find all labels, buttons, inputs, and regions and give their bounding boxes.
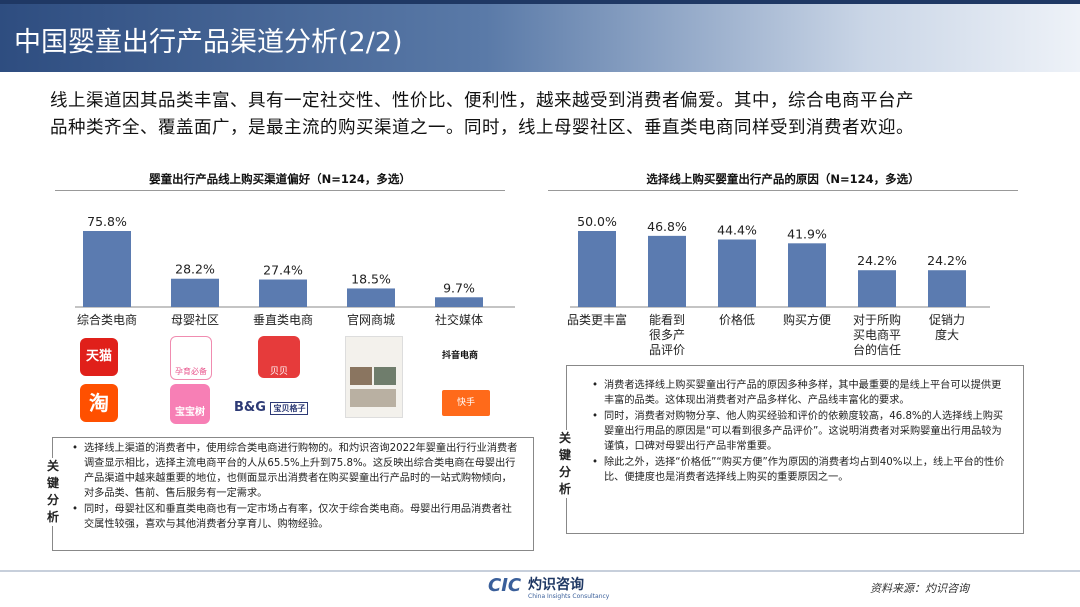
bar: [928, 270, 966, 307]
bar: [171, 278, 219, 307]
category-label: 官网商城: [347, 312, 395, 327]
bar: [718, 239, 756, 307]
right-analysis-bullets: 消费者选择线上购买婴童出行产品的原因多种多样，其中最重要的是线上平台可以提供更丰…: [592, 378, 1010, 486]
title-bar: 中国婴童出行产品渠道分析(2/2): [0, 0, 1080, 72]
chart1-title: 婴童出行产品线上购买渠道偏好（N=124，多选）: [149, 172, 411, 186]
right-bullet-3: 除此之外，选择“价格低”“购买方便”作为原因的消费者均占到40%以上，线上平台的…: [592, 455, 1010, 485]
data-label: 24.2%: [857, 253, 897, 268]
category-label: 垂直类电商: [253, 312, 313, 327]
beibei-logo: 宝宝树: [170, 384, 210, 424]
intro-line-1: 线上渠道因其品类丰富、具有一定社交性、性价比、便利性，越来越受到消费者偏爱。其中…: [50, 91, 914, 111]
category-label: 综合类电商: [77, 312, 137, 327]
mia-logo: 贝贝: [258, 336, 300, 378]
title-top-rule: [0, 0, 1080, 4]
data-label: 44.4%: [717, 223, 757, 238]
bar: [858, 270, 896, 307]
official-site-screenshot: [345, 336, 403, 418]
left-analysis-bullets: 选择线上渠道的消费者中，使用综合类电商进行购物的。和灼识咨询2022年婴童出行行…: [72, 441, 522, 533]
category-label: 购买方便: [783, 312, 831, 327]
data-label: 41.9%: [787, 226, 827, 241]
screenshot-photo-1: [350, 367, 372, 385]
taobao-logo: 淘: [80, 384, 118, 422]
babytree-logo: 孕育必备: [170, 336, 212, 380]
chart2-title-rule: [548, 190, 1018, 191]
chart1-svg: 75.8% 综合类电商 28.2% 母婴社区 27.4% 垂直类电商 18.5% 官网商城 9.…: [75, 214, 515, 327]
tmall-logo: 天猫: [80, 338, 118, 376]
intro-line-2: 品种类齐全、覆盖面广，是最主流的购买渠道之一。同时，线上母婴社区、垂直类电商同样…: [50, 118, 914, 138]
category-label: 买电商平: [853, 327, 901, 342]
category-label: 母婴社区: [171, 312, 219, 327]
left-bullet-1: 选择线上渠道的消费者中，使用综合类电商进行购物的。和灼识咨询2022年婴童出行行…: [72, 441, 522, 501]
bar: [578, 231, 616, 307]
data-label: 75.8%: [87, 214, 127, 229]
category-label: 能看到: [649, 313, 685, 327]
category-label: 对于所购: [853, 312, 901, 327]
bar: [435, 297, 483, 307]
cic-logo-mark: CIC: [488, 575, 522, 596]
category-label: 很多产: [649, 328, 685, 342]
left-bullet-2: 同时，母婴社区和垂直类电商也有一定市场占有率，仅次于综合类电商。母婴出行用品消费…: [72, 502, 522, 532]
right-bullet-1: 消费者选择线上购买婴童出行产品的原因多种多样，其中最重要的是线上平台可以提供更丰…: [592, 378, 1010, 408]
category-label: 社交媒体: [435, 312, 483, 327]
intro-paragraph: 线上渠道因其品类丰富、具有一定社交性、性价比、便利性，越来越受到消费者偏爱。其中…: [50, 88, 1040, 142]
bar: [648, 235, 686, 307]
bar: [347, 288, 395, 307]
right-bullet-2: 同时，消费者对购物分享、他人购买经验和评价的依赖度较高，46.8%的人选择线上购…: [592, 409, 1010, 454]
category-label: 度大: [935, 327, 959, 342]
douyin-logo: 抖音电商: [442, 351, 479, 361]
data-label: 50.0%: [577, 214, 617, 229]
category-label: 价格低: [719, 312, 755, 327]
category-label: 促销力: [929, 313, 965, 327]
bg-logo-mark: B&G: [234, 400, 266, 415]
chart1-title-rule: [55, 190, 505, 191]
screenshot-photo-2: [374, 367, 396, 385]
category-label: 品类更丰富: [567, 312, 627, 327]
bg-logo-name: 宝贝格子: [270, 402, 309, 415]
category-label: 品评价: [649, 343, 685, 357]
data-label: 28.2%: [175, 262, 215, 277]
footer-rule: [0, 570, 1080, 572]
cic-brand-name: 灼识咨询: [528, 577, 584, 593]
page-title: 中国婴童出行产品渠道分析(2/2): [14, 27, 403, 58]
data-label: 18.5%: [351, 271, 391, 286]
bg-logo: B&G 宝贝格子: [234, 400, 309, 415]
chart2-title: 选择线上购买婴童出行产品的原因（N=124，多选）: [646, 172, 920, 186]
category-label: 台的信任: [853, 342, 901, 357]
data-label: 9.7%: [443, 280, 475, 295]
data-label: 46.8%: [647, 219, 687, 234]
right-analysis-label: 关键分析: [558, 430, 572, 498]
left-analysis-label: 关键分析: [46, 458, 60, 526]
bar: [788, 243, 826, 307]
screenshot-photo-3: [350, 389, 396, 407]
bar: [83, 231, 131, 307]
source-note: 资料来源：灼识咨询: [870, 582, 969, 595]
cic-brand-sub: China Insights Consultancy: [528, 593, 610, 600]
data-label: 27.4%: [263, 263, 303, 278]
kuaishou-logo: 快手: [442, 390, 490, 416]
data-label: 24.2%: [927, 253, 967, 268]
bar: [259, 279, 307, 307]
